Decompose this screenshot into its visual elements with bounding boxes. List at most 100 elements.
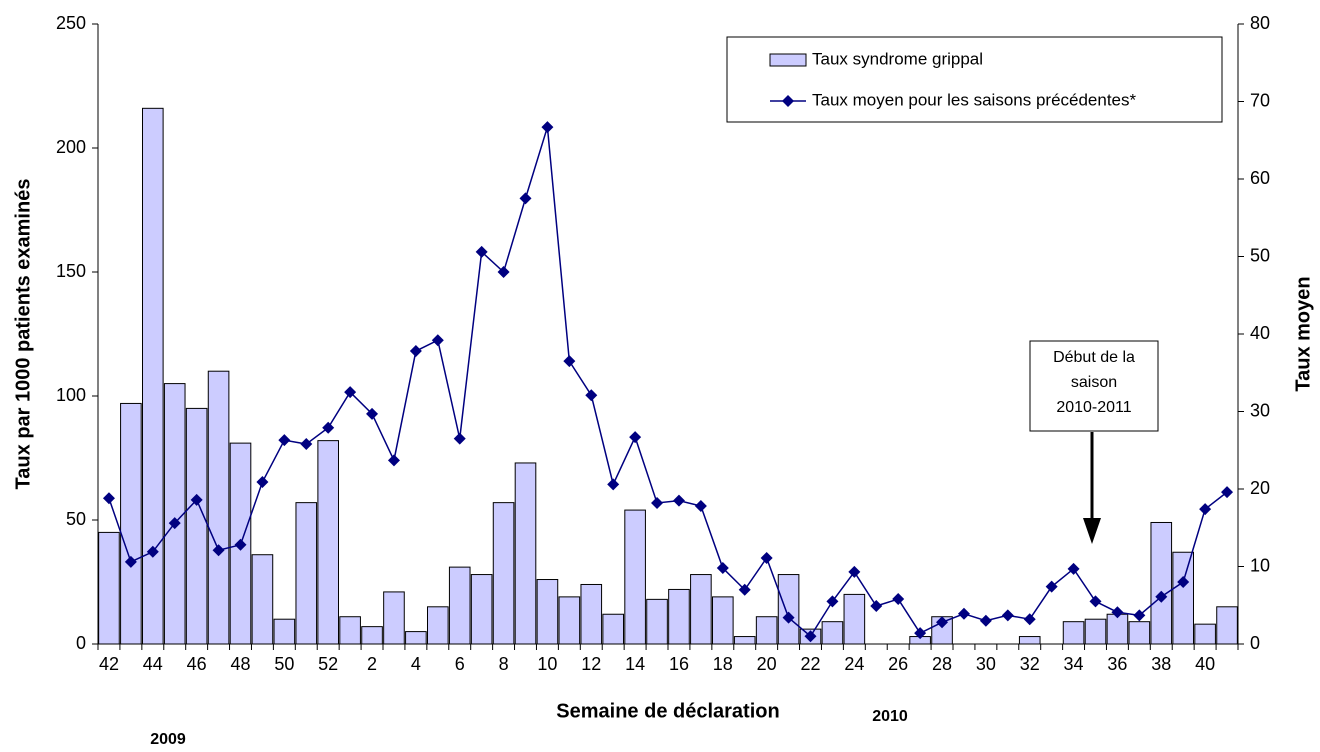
marker — [1177, 576, 1190, 588]
y-tick-label: 50 — [66, 509, 86, 529]
marker — [585, 389, 598, 402]
y2-tick-label: 60 — [1250, 168, 1270, 188]
bar — [295, 502, 318, 645]
bar — [361, 626, 383, 645]
bar — [470, 574, 493, 645]
legend-label: Taux moyen pour les saisons précédentes* — [812, 90, 1137, 109]
bar — [536, 579, 559, 645]
marker — [431, 334, 444, 347]
annotation-text: 2010-2011 — [1056, 399, 1131, 416]
marker — [1067, 562, 1080, 575]
marker — [563, 355, 576, 368]
bar — [624, 509, 646, 645]
y-tick-label: 0 — [76, 633, 86, 653]
bar — [1128, 621, 1151, 645]
x-tick-label: 8 — [499, 654, 509, 674]
marker — [278, 434, 291, 447]
bar — [755, 616, 778, 645]
marker — [344, 386, 357, 399]
marker — [651, 496, 664, 509]
bar — [251, 554, 274, 645]
bar — [821, 621, 844, 645]
y-tick-label: 200 — [56, 137, 86, 157]
marker — [1089, 595, 1102, 608]
x-tick-label: 6 — [455, 654, 465, 674]
y2-tick-label: 10 — [1250, 555, 1270, 575]
marker — [1155, 590, 1168, 603]
marker — [672, 494, 685, 507]
bar — [185, 407, 208, 645]
x-tick-label: 22 — [800, 654, 820, 674]
x-tick-label: 48 — [230, 654, 250, 674]
annotation-text: saison — [1071, 374, 1117, 391]
bar — [1084, 618, 1107, 645]
marker — [694, 500, 707, 513]
x-tick-label: 12 — [581, 654, 601, 674]
marker — [936, 616, 949, 629]
legend-label: Taux syndrome grippal — [812, 49, 983, 68]
marker — [541, 121, 554, 134]
marker — [300, 438, 313, 451]
marker — [1023, 613, 1036, 626]
annotation-text: Début de la — [1053, 349, 1135, 366]
bar — [1194, 623, 1216, 645]
marker — [366, 407, 379, 420]
marker — [168, 517, 181, 530]
marker — [870, 600, 883, 613]
x-tick-label: 18 — [713, 654, 733, 674]
bar — [405, 631, 427, 645]
year-label: 2010 — [872, 708, 908, 725]
bar — [1150, 521, 1173, 645]
bar — [317, 440, 339, 645]
y-tick-label: 100 — [56, 385, 86, 405]
bar — [1172, 551, 1194, 645]
marker — [782, 611, 795, 624]
y2-tick-label: 40 — [1250, 323, 1270, 343]
x-tick-label: 4 — [411, 654, 421, 674]
y2-tick-label: 70 — [1250, 90, 1270, 110]
y2-axis-title: Taux moyen — [1292, 276, 1314, 391]
bar — [98, 531, 120, 645]
bar — [383, 591, 405, 645]
marker — [234, 538, 247, 551]
bar — [558, 596, 581, 645]
bar — [163, 383, 186, 645]
x-tick-label: 20 — [757, 654, 777, 674]
bar — [1062, 621, 1085, 645]
x-tick-label: 44 — [143, 654, 163, 674]
x-tick-label: 28 — [932, 654, 952, 674]
marker — [387, 454, 400, 467]
marker — [629, 431, 642, 444]
x-tick-label: 52 — [318, 654, 338, 674]
bar — [120, 402, 142, 645]
marker — [1221, 486, 1234, 499]
y2-tick-label: 80 — [1250, 13, 1270, 33]
marker — [892, 593, 905, 606]
line — [108, 126, 1228, 638]
marker — [979, 614, 992, 627]
y2-tick-label: 50 — [1250, 245, 1270, 265]
marker — [497, 266, 510, 278]
x-tick-label: 34 — [1064, 654, 1084, 674]
marker — [475, 245, 488, 258]
bar — [273, 618, 296, 645]
legend-swatch — [782, 95, 794, 107]
bar — [1106, 613, 1129, 645]
x-tick-label: 42 — [99, 654, 119, 674]
x-tick-label: 50 — [274, 654, 294, 674]
bar — [843, 593, 866, 645]
marker — [607, 478, 620, 491]
marker — [914, 627, 927, 640]
x-tick-label: 10 — [537, 654, 557, 674]
bar — [142, 107, 164, 645]
marker — [848, 565, 861, 578]
x-tick-label: 26 — [888, 654, 908, 674]
x-tick-label: 46 — [187, 654, 207, 674]
y2-tick-label: 30 — [1250, 400, 1270, 420]
bar — [492, 502, 515, 645]
marker — [1199, 503, 1212, 516]
bar — [646, 598, 668, 645]
bar — [580, 583, 603, 645]
bar — [514, 462, 537, 645]
y-axis-title: Taux par 1000 patients examinés — [12, 179, 34, 490]
